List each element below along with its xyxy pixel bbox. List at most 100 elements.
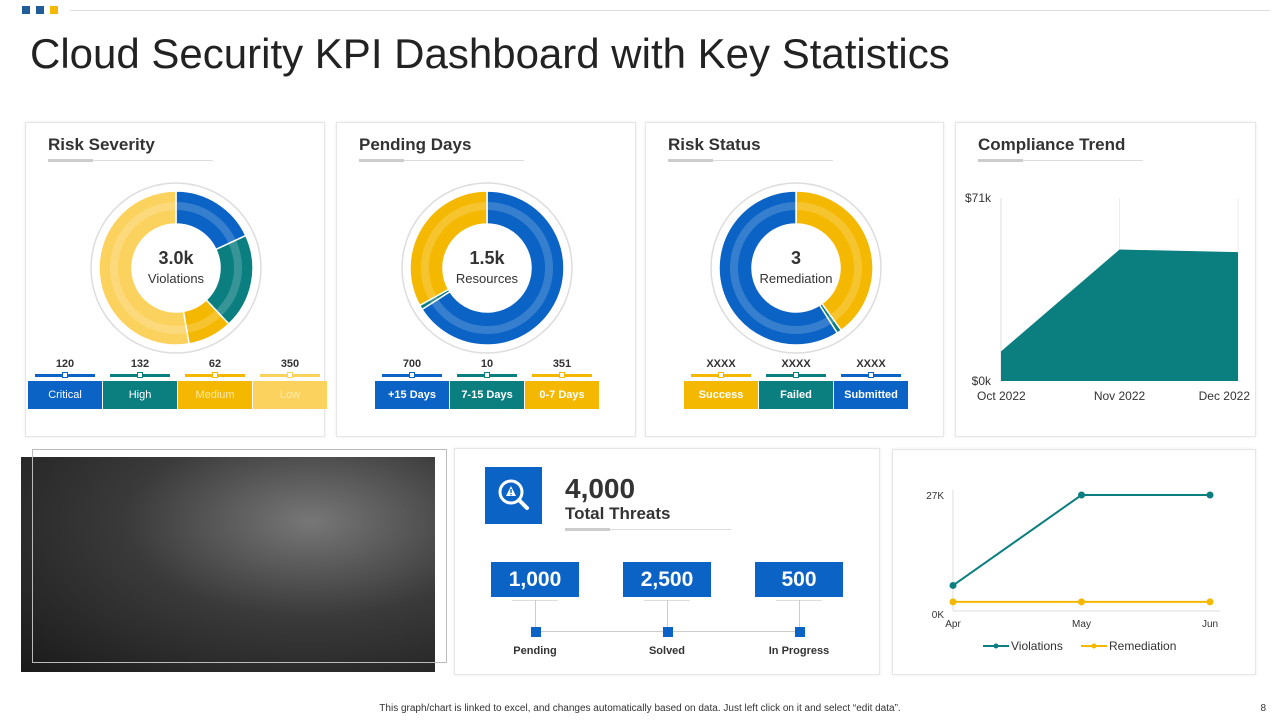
legend-slider bbox=[766, 372, 826, 378]
accent-square bbox=[36, 6, 44, 14]
remediation-point[interactable] bbox=[949, 598, 957, 606]
pending-days-card[interactable]: Pending Days 1.5k Resources 700 +15 Days 10… bbox=[336, 122, 636, 437]
donut-hole bbox=[752, 224, 840, 312]
legend-item[interactable]: XXXX Success bbox=[684, 358, 758, 409]
total-threats-label: Total Threats bbox=[565, 504, 671, 523]
threats-card[interactable]: 4,000 Total Threats 1,000 Pending 2,500 … bbox=[454, 448, 880, 675]
legend-slider bbox=[260, 372, 320, 378]
legend-violations: Violations bbox=[1011, 639, 1063, 653]
remediation-point[interactable] bbox=[1078, 598, 1085, 606]
title-underline bbox=[668, 159, 833, 162]
x-tick-label: Apr bbox=[945, 619, 961, 630]
legend-value: 120 bbox=[55, 358, 75, 370]
donut-chart[interactable] bbox=[696, 178, 896, 378]
donut-slice-highlight bbox=[175, 202, 236, 244]
search-warning-icon bbox=[485, 467, 542, 524]
threat-label: In Progress bbox=[768, 645, 830, 657]
legend-label: Critical bbox=[28, 381, 102, 409]
center-label: Resources bbox=[455, 271, 519, 286]
compliance-trend-card[interactable]: Compliance Trend $0k $71k Oct 2022 Nov 2022… bbox=[955, 122, 1256, 437]
donut-center: 3.0k Violations bbox=[116, 248, 236, 286]
legend-value: XXXX bbox=[781, 358, 811, 370]
title-underline bbox=[978, 159, 1143, 162]
legend-value: 132 bbox=[130, 358, 150, 370]
x-tick-label: Nov 2022 bbox=[1094, 389, 1146, 403]
legend-item[interactable]: XXXX Failed bbox=[759, 358, 833, 409]
donut-slice-highlight bbox=[431, 202, 553, 334]
total-threats-value: 4,000 bbox=[565, 473, 636, 504]
legend-value: XXXX bbox=[856, 358, 886, 370]
legend-item[interactable]: 700 +15 Days bbox=[375, 358, 449, 409]
legend-label: High bbox=[103, 381, 177, 409]
legend-value: XXXX bbox=[706, 358, 736, 370]
legend-slider bbox=[110, 372, 170, 378]
legend-label: Submitted bbox=[834, 381, 908, 409]
legend-value: 700 bbox=[402, 358, 422, 370]
legend-item[interactable]: 132 High bbox=[103, 358, 177, 409]
donut-chart[interactable] bbox=[76, 178, 276, 378]
risk-severity-card[interactable]: Risk Severity 3.0k Violations 120 Critical… bbox=[25, 122, 327, 437]
compliance-area-chart[interactable]: $0k $71k Oct 2022 Nov 2022 Dec 2022 bbox=[956, 123, 1257, 438]
violations-line[interactable] bbox=[952, 494, 1210, 587]
accent-square bbox=[22, 6, 30, 14]
donut-hole bbox=[132, 224, 220, 312]
area-series[interactable] bbox=[1001, 249, 1238, 381]
connector-line bbox=[799, 600, 800, 628]
node-marker bbox=[663, 627, 673, 637]
donut-slice-highlight bbox=[730, 202, 832, 334]
legend-swatch-dot bbox=[993, 643, 999, 649]
donut-center: 1.5k Resources bbox=[427, 248, 547, 286]
legend-item[interactable]: 120 Critical bbox=[28, 358, 102, 409]
remediation-point[interactable] bbox=[1206, 598, 1214, 606]
legend-slider bbox=[841, 372, 901, 378]
violations-point[interactable] bbox=[949, 581, 957, 589]
legend-remediation: Remediation bbox=[1109, 639, 1176, 653]
card-title: Compliance Trend bbox=[978, 135, 1126, 154]
legend-item[interactable]: 351 0-7 Days bbox=[525, 358, 599, 409]
legend-slider bbox=[382, 372, 442, 378]
legend-label: Success bbox=[684, 381, 758, 409]
legend-item[interactable]: 10 7-15 Days bbox=[450, 358, 524, 409]
donut-chart[interactable] bbox=[387, 178, 587, 378]
donut-slice-success[interactable] bbox=[795, 190, 874, 332]
legend-item[interactable]: 62 Medium bbox=[178, 358, 252, 409]
legend-label: 0-7 Days bbox=[525, 381, 599, 409]
threat-label: Solved bbox=[648, 645, 686, 657]
legend-item[interactable]: XXXX Submitted bbox=[834, 358, 908, 409]
legend: XXXX Success XXXX Failed XXXX Submitted bbox=[684, 358, 908, 409]
legend: 700 +15 Days 10 7-15 Days 351 0-7 Days bbox=[375, 358, 599, 409]
violations-remediation-card[interactable]: 0K 27K Apr May Jun Violations Remediation bbox=[892, 449, 1256, 675]
title-underline bbox=[48, 159, 213, 162]
legend-label: Medium bbox=[178, 381, 252, 409]
legend: 120 Critical 132 High 62 Medium 350 Low bbox=[28, 358, 327, 409]
y-tick-label: 0K bbox=[932, 610, 945, 621]
violations-point[interactable] bbox=[1206, 491, 1214, 499]
legend-item[interactable]: 350 Low bbox=[253, 358, 327, 409]
divider bbox=[70, 10, 1270, 11]
violations-point[interactable] bbox=[1078, 491, 1085, 499]
y-tick-label: 27K bbox=[926, 491, 944, 502]
donut-slice-highlight bbox=[421, 202, 488, 301]
violations-line-chart[interactable]: 0K 27K Apr May Jun Violations Remediation bbox=[893, 450, 1257, 676]
x-tick-label: Dec 2022 bbox=[1199, 389, 1251, 403]
legend-label: Failed bbox=[759, 381, 833, 409]
page-title: Cloud Security KPI Dashboard with Key St… bbox=[30, 30, 950, 77]
donut-slice-highlight bbox=[795, 202, 862, 322]
photo-frame bbox=[32, 449, 447, 663]
legend-value: 350 bbox=[280, 358, 300, 370]
legend-value: 10 bbox=[480, 358, 494, 370]
legend-swatch-dot bbox=[1091, 643, 1097, 649]
laptop-photo bbox=[21, 457, 435, 672]
threat-value-box[interactable]: 500 bbox=[755, 562, 843, 597]
threat-value-box[interactable]: 1,000 bbox=[491, 562, 579, 597]
title-underline bbox=[359, 159, 524, 162]
center-value: 3.0k bbox=[158, 248, 194, 268]
legend-label: Low bbox=[253, 381, 327, 409]
donut-slice-highlight bbox=[110, 202, 188, 334]
footer-note: This graph/chart is linked to excel, and… bbox=[379, 703, 901, 714]
risk-status-card[interactable]: Risk Status 3 Remediation XXXX Success XXXX… bbox=[645, 122, 944, 437]
y-tick-label: $0k bbox=[972, 374, 992, 388]
threat-label: Pending bbox=[513, 645, 557, 657]
connector-line bbox=[535, 600, 536, 628]
threat-value-box[interactable]: 2,500 bbox=[623, 562, 711, 597]
